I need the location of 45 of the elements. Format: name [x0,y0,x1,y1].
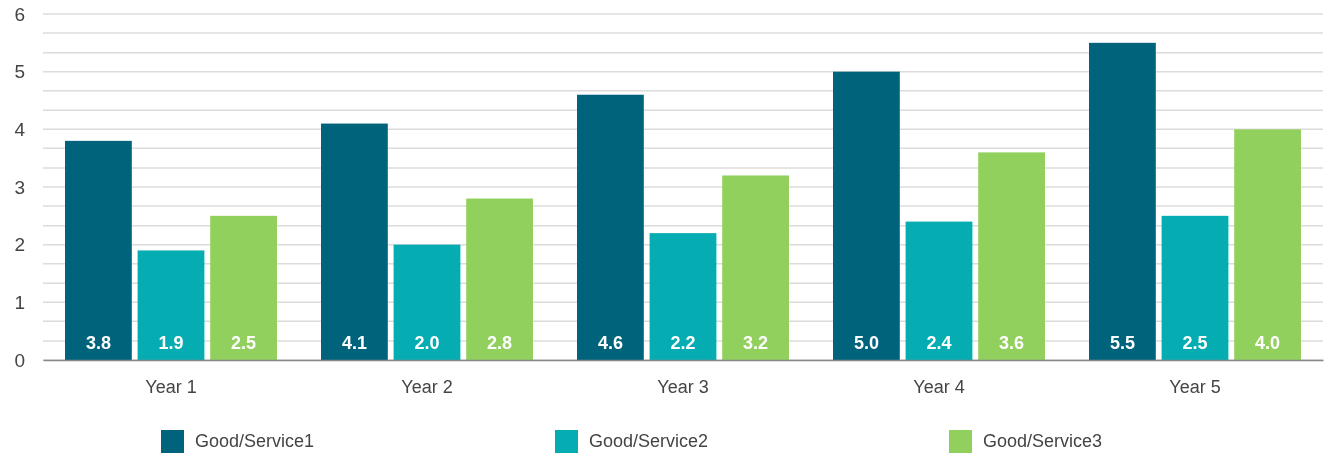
data-label: 2.4 [926,333,952,353]
bar [1161,215,1229,360]
bar [1089,42,1156,360]
legend-label: Good/Service2 [589,431,709,452]
bar [905,221,973,360]
y-tick-label: 5 [14,61,25,83]
y-tick-label: 3 [14,176,25,198]
x-tick-label: Year 5 [1169,376,1221,397]
bar [466,198,533,360]
data-label: 3.2 [743,333,769,353]
bar [65,140,132,360]
bar [722,175,789,360]
data-label: 2.5 [231,333,257,353]
y-tick-label: 1 [14,291,25,313]
data-label: 2.8 [487,333,513,353]
data-label: 2.0 [414,333,440,353]
data-label: 4.6 [597,333,623,353]
y-tick-label: 4 [14,118,26,140]
x-tick-label: Year 1 [145,376,197,397]
y-tick-label: 6 [14,3,25,25]
bar [1234,129,1301,360]
data-label: 4.1 [341,333,367,353]
bar [577,94,644,360]
bar [649,233,717,360]
data-label: 3.6 [999,333,1025,353]
y-tick-label: 2 [14,234,25,256]
y-tick-label: 0 [14,349,25,371]
legend-label: Good/Service3 [983,431,1103,452]
data-label: 2.5 [1182,333,1208,353]
bar [321,123,388,360]
x-tick-label: Year 4 [913,376,965,397]
bar [833,71,900,360]
x-tick-label: Year 3 [657,376,709,397]
bar [393,244,461,360]
data-label: 3.8 [85,333,111,353]
bar [978,152,1045,360]
data-label: 5.5 [1109,333,1135,353]
data-label: 4.0 [1255,333,1281,353]
bar [210,215,277,360]
legend-label: Good/Service1 [195,431,315,452]
data-label: 5.0 [853,333,879,353]
data-label: 2.2 [670,333,696,353]
x-tick-label: Year 2 [401,376,453,397]
data-label: 1.9 [158,333,184,353]
bar [137,250,205,360]
